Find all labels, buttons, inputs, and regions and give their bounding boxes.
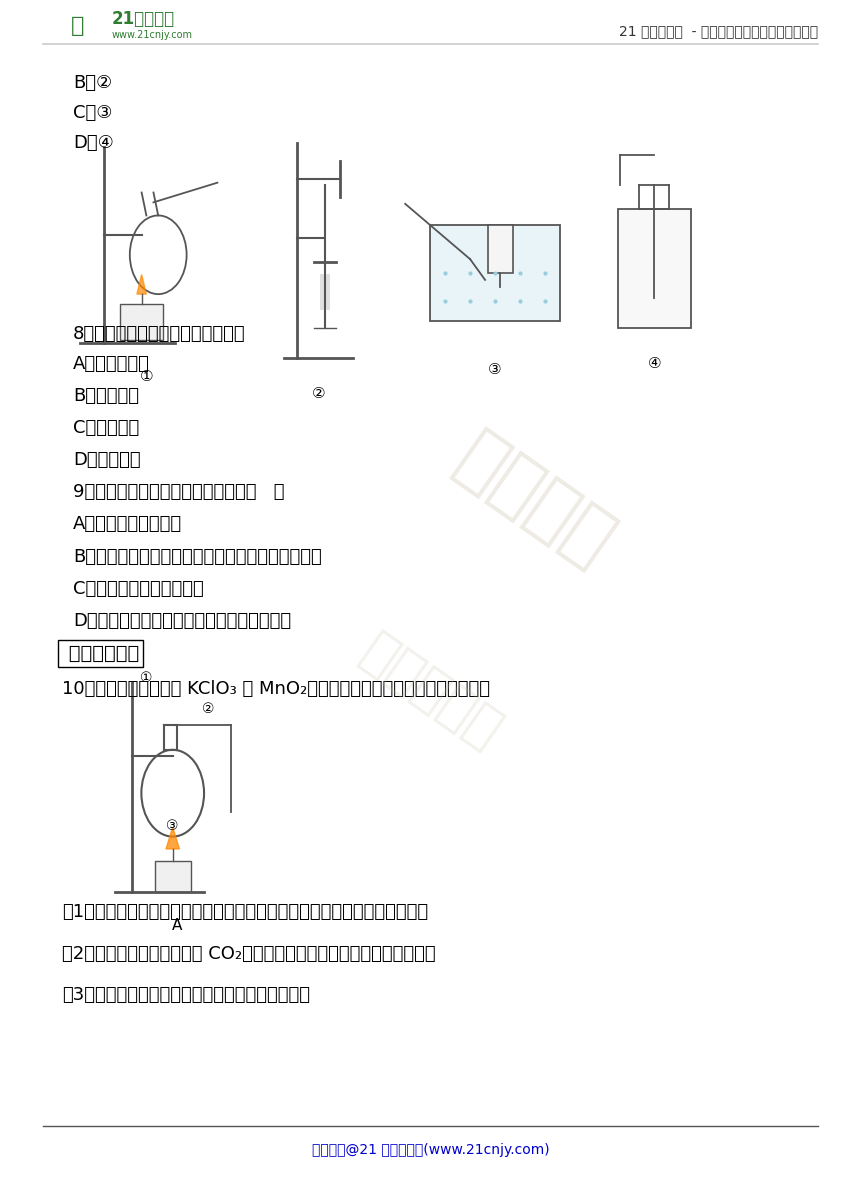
Text: ①: ① bbox=[139, 368, 153, 384]
Bar bbox=[430, 224, 560, 322]
Text: ②: ② bbox=[202, 702, 214, 715]
Polygon shape bbox=[137, 274, 146, 294]
Text: B、高炉炼铁实验室用大理石和稀盐酸制取二氧化碳: B、高炉炼铁实验室用大理石和稀盐酸制取二氧化碳 bbox=[73, 547, 322, 566]
Text: 21 世纪教育网  - 中小学教育资源及组卷应用平台: 21 世纪教育网 - 中小学教育资源及组卷应用平台 bbox=[619, 24, 818, 38]
Text: D、④: D、④ bbox=[73, 134, 114, 153]
Text: 10、下图是实验室加热 KClO₃ 与 MnO₂制取氧气的装置图，请回答以下问题：: 10、下图是实验室加热 KClO₃ 与 MnO₂制取氧气的装置图，请回答以下问题… bbox=[62, 679, 490, 699]
Text: 21世纪教育: 21世纪教育 bbox=[112, 10, 175, 29]
Polygon shape bbox=[166, 827, 179, 849]
Text: B、高炉炼铁: B、高炉炼铁 bbox=[73, 386, 139, 405]
Text: 二、非选择题: 二、非选择题 bbox=[62, 644, 139, 663]
Text: 精品资料: 精品资料 bbox=[443, 423, 625, 578]
Text: 8、下列现象属于物理变化的是（）: 8、下列现象属于物理变化的是（） bbox=[73, 324, 245, 343]
Text: 人: 人 bbox=[71, 17, 84, 36]
Text: C、煤气中毒: C、煤气中毒 bbox=[73, 418, 139, 437]
Text: ④: ④ bbox=[647, 356, 661, 371]
Text: A、工业制氧气: A、工业制氧气 bbox=[73, 354, 150, 373]
Text: www.21cnjy.com: www.21cnjy.com bbox=[112, 30, 193, 39]
Bar bbox=[155, 862, 190, 893]
Bar bbox=[320, 274, 330, 310]
Text: C、加热高锰酸钾制取氧气: C、加热高锰酸钾制取氧气 bbox=[73, 579, 204, 598]
Text: D、铜器生锈: D、铜器生锈 bbox=[73, 451, 141, 470]
Text: A、镁条在空气中燃烧: A、镁条在空气中燃烧 bbox=[73, 515, 183, 534]
Text: 9、下列化学变化属于分解反应的是（   ）: 9、下列化学变化属于分解反应的是（ ） bbox=[73, 483, 285, 502]
Text: B、②: B、② bbox=[73, 74, 112, 93]
Text: （2）运用此装置可以来制取 CO₂，则应该添加的药品是＿＿＿＿＿＿＿。: （2）运用此装置可以来制取 CO₂，则应该添加的药品是＿＿＿＿＿＿＿。 bbox=[62, 944, 436, 963]
Text: ③: ③ bbox=[488, 362, 502, 377]
Text: 版权所有@21 世纪教育网(www.21cnjy.com): 版权所有@21 世纪教育网(www.21cnjy.com) bbox=[312, 1143, 549, 1157]
Text: ③: ③ bbox=[166, 819, 179, 833]
Bar bbox=[618, 209, 691, 328]
Bar bbox=[121, 304, 163, 340]
Text: 教育网精品: 教育网精品 bbox=[350, 625, 511, 758]
Text: （3）下列操作顺序合理的是＿＿＿＿＿（填序号）: （3）下列操作顺序合理的是＿＿＿＿＿（填序号） bbox=[62, 986, 310, 1005]
Text: A: A bbox=[172, 918, 183, 932]
Text: C、③: C、③ bbox=[73, 104, 113, 123]
Bar bbox=[487, 224, 512, 273]
Text: （1）瓶口下倾的原因是：＿＿＿＿＿＿＿＿＿＿＿＿＿＿＿＿＿＿＿＿＿。: （1）瓶口下倾的原因是：＿＿＿＿＿＿＿＿＿＿＿＿＿＿＿＿＿＿＿＿＿。 bbox=[62, 902, 428, 921]
Text: ②: ② bbox=[312, 386, 325, 401]
Text: ①: ① bbox=[139, 671, 152, 684]
Text: D、加热氯酸钾和二氧化锰的混合物制取氧气: D、加热氯酸钾和二氧化锰的混合物制取氧气 bbox=[73, 611, 291, 631]
